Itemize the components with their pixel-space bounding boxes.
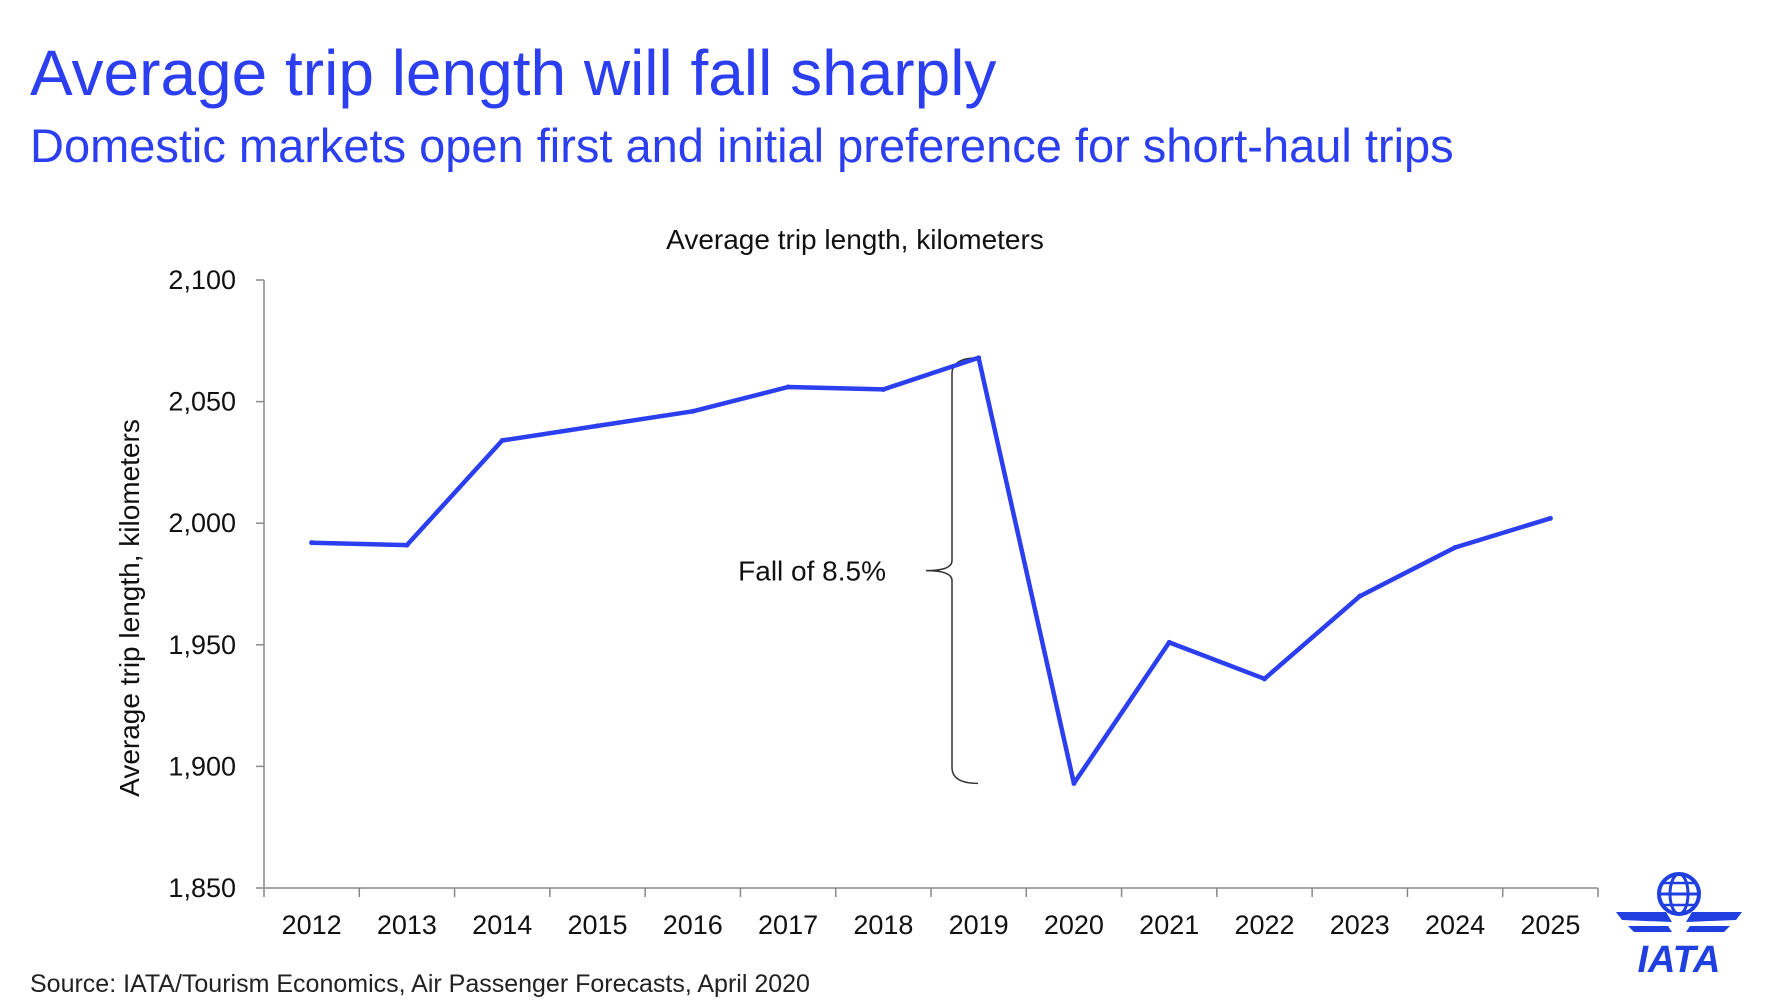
data-point [1357, 593, 1363, 599]
data-point [309, 540, 315, 546]
y-axis-ticks: 1,850 1,900 1,950 2,000 2,050 2,100 [168, 265, 264, 903]
data-point [1166, 639, 1172, 645]
chart-series [309, 355, 1553, 786]
page-title: Average trip length will fall sharply [30, 37, 997, 109]
x-tick-label: 2013 [377, 910, 437, 940]
y-tick-label: 2,100 [168, 265, 236, 295]
y-tick-label: 1,850 [168, 873, 236, 903]
y-tick-label: 2,050 [168, 387, 236, 417]
x-tick-label: 2016 [663, 910, 723, 940]
x-tick-label: 2025 [1520, 910, 1580, 940]
x-tick-label: 2024 [1425, 910, 1485, 940]
iata-logo-text: IATA [1637, 939, 1720, 980]
data-point [690, 408, 696, 414]
data-point [976, 355, 982, 361]
series-line [309, 355, 1553, 786]
data-point [1071, 780, 1077, 786]
x-tick-label: 2017 [758, 910, 818, 940]
x-tick-label: 2021 [1139, 910, 1199, 940]
x-tick-label: 2012 [282, 910, 342, 940]
data-point [404, 542, 410, 548]
x-tick-label: 2020 [1044, 910, 1104, 940]
x-tick-label: 2019 [949, 910, 1009, 940]
page-subtitle: Domestic markets open first and initial … [30, 119, 1454, 172]
data-point [499, 438, 505, 444]
chart-axes [263, 280, 1598, 889]
x-tick-label: 2022 [1234, 910, 1294, 940]
chart-title: Average trip length, kilometers [666, 224, 1044, 255]
y-tick-label: 2,000 [168, 508, 236, 538]
y-tick-label: 1,900 [168, 751, 236, 781]
x-tick-label: 2018 [853, 910, 913, 940]
annotation-label: Fall of 8.5% [738, 556, 886, 587]
data-point [1452, 545, 1458, 551]
x-axis-ticks: 2012 2013 2014 2015 2016 2017 2018 2019 2020 2021… [263, 888, 1599, 940]
x-tick-label: 2014 [472, 910, 532, 940]
x-tick-label: 2015 [567, 910, 627, 940]
y-tick-label: 1,950 [168, 630, 236, 660]
data-point [785, 384, 791, 390]
fall-annotation: Fall of 8.5% [738, 357, 979, 785]
source-note: Source: IATA/Tourism Economics, Air Pass… [30, 970, 810, 998]
data-point [1262, 676, 1267, 682]
data-point [1547, 515, 1553, 521]
x-tick-label: 2023 [1330, 910, 1390, 940]
data-point [880, 386, 886, 392]
data-point [595, 423, 600, 429]
annotation-brace [925, 357, 979, 785]
iata-logo-icon: IATA [1616, 872, 1742, 980]
